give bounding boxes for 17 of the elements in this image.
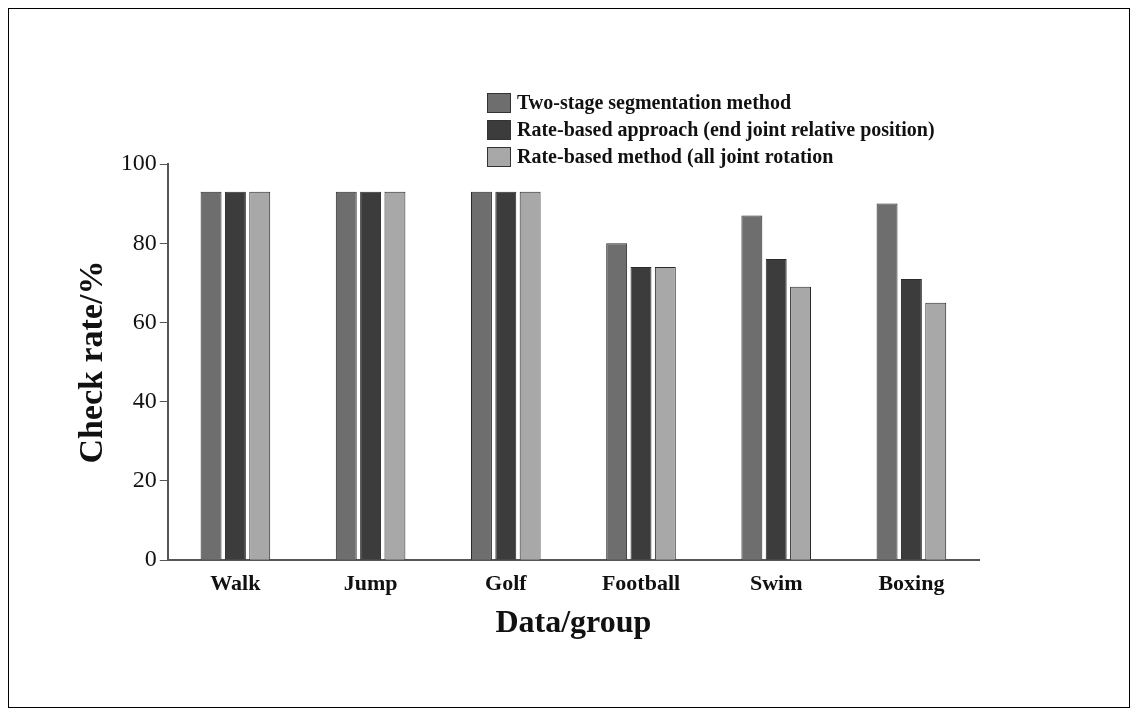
y-tick-label: 60 [132, 307, 157, 334]
y-axis-title: Check rate/% [72, 260, 110, 464]
y-tick-label: 20 [132, 466, 157, 493]
x-axis-title: Data/group [495, 603, 652, 640]
legend-label: Rate-based method (all joint rotation [517, 145, 834, 168]
y-tick-label: 80 [132, 228, 157, 255]
legend-label: Two-stage segmentation method [517, 91, 792, 114]
x-tick-label: Boxing [878, 570, 945, 596]
x-tick-label: Jump [343, 570, 398, 596]
x-tick-label: Walk [210, 570, 262, 596]
x-tick-label: Swim [749, 570, 803, 596]
legend-label: Rate-based approach (end joint relative position) [517, 118, 935, 141]
y-tick-label: 40 [132, 387, 157, 414]
y-tick-label: 100 [120, 149, 157, 176]
x-tick-label: Football [601, 570, 681, 596]
y-tick-label: 0 [144, 545, 157, 572]
x-tick-label: Golf [485, 570, 528, 596]
